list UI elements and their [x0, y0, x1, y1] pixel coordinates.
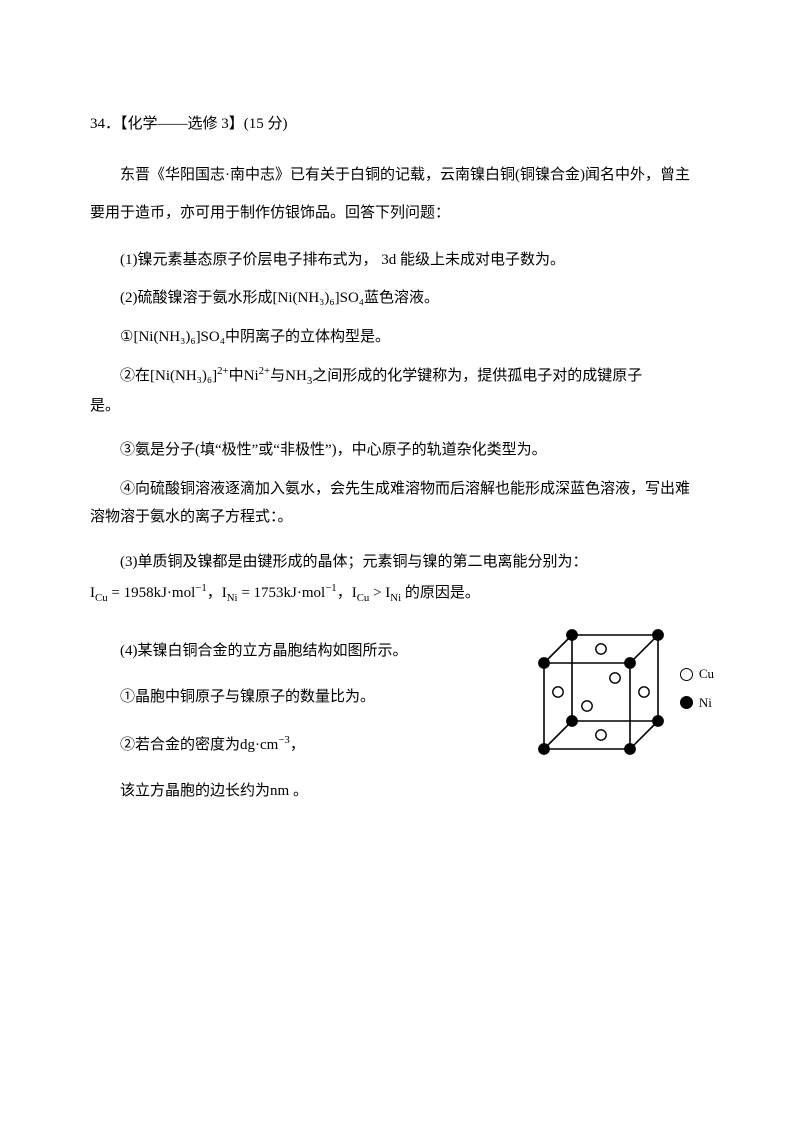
q4-3: 该立方晶胞的边长约为nm 。	[90, 777, 410, 806]
formula-ni-nh3-so4: [Ni(NH₃)₆]SO₄	[273, 290, 365, 306]
q2-4b: 溶物溶于氨水的离子方程式：。	[90, 503, 704, 532]
legend: Cu Ni	[680, 658, 714, 719]
q2-2-b: 中	[229, 368, 244, 384]
question-number: 34．	[90, 116, 120, 132]
q2-1: ①[Ni(NH₃)₆]SO₄中阴离子的立体构型是。	[90, 323, 704, 352]
intro-line-1: 东晋《华阳国志·南中志》已有关于白铜的记载，云南镍白铜(铜镍合金)闻名中外，曾主	[90, 161, 704, 190]
q1: (1)镍元素基态原子价层电子排布式为， 3d 能级上未成对电子数为。	[90, 246, 704, 275]
q4-intro: (4)某镍白铜合金的立方晶胞结构如图所示。	[90, 637, 410, 666]
legend-ni-label: Ni	[699, 691, 712, 716]
unit-cell-block: Cu Ni	[526, 619, 714, 759]
question-topic: 【化学——选修 3】	[120, 116, 244, 132]
question-points: (15 分)	[244, 116, 288, 132]
q4-block: (4)某镍白铜合金的立方晶胞结构如图所示。 ①晶胞中铜原子与镍原子的数量比为。 …	[90, 637, 704, 806]
formula-ni2plus: Ni2+	[244, 368, 271, 384]
q2-2-c: 与	[270, 368, 285, 384]
q4-1: ①晶胞中铜原子与镍原子的数量比为。	[90, 683, 410, 712]
ni-swatch-icon	[680, 696, 693, 709]
q2-2-e: 是。	[90, 392, 704, 421]
q3b: ICu = 1958kJ·mol−1，INi = 1753kJ·mol−1，IC…	[90, 578, 704, 609]
legend-cu: Cu	[680, 662, 714, 687]
intro-line-2: 要用于造币，亦可用于制作仿银饰品。回答下列问题：	[90, 199, 704, 228]
unit-cell-diagram	[526, 619, 666, 759]
q2-intro-a: (2)硫酸镍溶于氨水形成	[120, 290, 273, 306]
q2-1-a: ①	[120, 329, 133, 345]
q4-2: ②若合金的密度为dg·cm−3，	[90, 730, 410, 760]
formula-density: dg·cm−3	[240, 737, 290, 753]
formula-ni-nh3-so4-2: [Ni(NH₃)₆]SO₄	[133, 329, 225, 345]
cu-swatch-icon	[680, 668, 693, 681]
formula-nh3: NH3	[285, 368, 312, 384]
q2-4a: ④向硫酸铜溶液逐滴加入氨水，会先生成难溶物而后溶解也能形成深蓝色溶液，写出难	[90, 475, 704, 504]
q2-intro: (2)硫酸镍溶于氨水形成[Ni(NH₃)₆]SO₄蓝色溶液。	[90, 284, 704, 313]
q2-2-d: 之间形成的化学键称为，提供孤电子对的成键原子	[312, 368, 642, 384]
q2-3: ③氨是分子(填“极性”或“非极性”)，中心原子的轨道杂化类型为。	[90, 436, 704, 465]
q2-intro-b: 蓝色溶液。	[364, 290, 439, 306]
legend-ni: Ni	[680, 691, 714, 716]
legend-cu-label: Cu	[699, 662, 714, 687]
q2-2: ②在[Ni(NH₃)₆]2+中Ni2+与NH3之间形成的化学键称为，提供孤电子对…	[90, 361, 704, 392]
q3a: (3)单质铜及镍都是由键形成的晶体；元素铜与镍的第二电离能分别为：	[90, 548, 704, 577]
question-header: 34．【化学——选修 3】(15 分)	[90, 110, 704, 139]
q2-1-b: 中阴离子的立体构型是。	[225, 329, 390, 345]
formula-ni-nh3-2plus: [Ni(NH₃)₆]2+	[150, 368, 229, 384]
q2-2-a: ②在	[120, 368, 150, 384]
